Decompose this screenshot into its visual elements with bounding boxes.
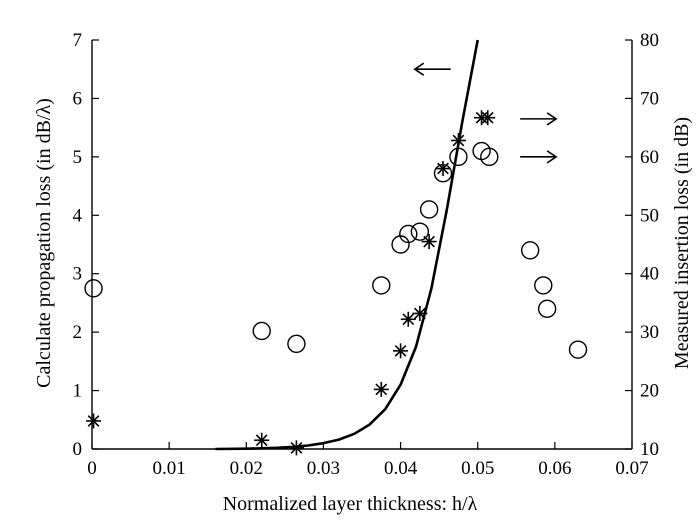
asterisk-marker <box>393 343 409 359</box>
asterisk-marker <box>480 110 496 126</box>
circle-marker <box>520 241 540 260</box>
circle-marker <box>433 164 453 183</box>
y-left-tick-label: 7 <box>73 30 83 51</box>
axis-ticks <box>91 39 633 450</box>
circle-marker <box>410 222 430 241</box>
asterisk-marker <box>435 161 451 177</box>
x-tick-label: 0.03 <box>307 458 340 479</box>
annotation-arrows <box>413 62 558 164</box>
y-right-tick-label: 20 <box>640 381 659 402</box>
x-tick-label: 0 <box>87 458 97 479</box>
x-axis-label: Normalized layer thickness: h/λ <box>223 493 478 515</box>
asterisk-marker <box>373 381 389 397</box>
y-left-tick-label: 4 <box>73 205 83 226</box>
y-right-tick-label: 80 <box>640 30 659 51</box>
asterisk-marker <box>421 234 437 250</box>
y-left-axis-label: Calculate propagation loss (in dB/λ) <box>33 98 55 388</box>
y-right-tick-label: 50 <box>640 205 659 226</box>
y-left-tick-label: 5 <box>73 147 83 168</box>
y-right-tick-label: 70 <box>640 88 659 109</box>
y-right-tick-label: 10 <box>640 439 659 460</box>
asterisk-marker <box>450 132 466 148</box>
circle-marker <box>480 147 499 167</box>
asterisk-marker <box>86 413 102 429</box>
y-left-tick-label: 6 <box>73 88 83 109</box>
axes <box>91 40 633 450</box>
circle-marker <box>568 340 588 359</box>
circle-marker <box>399 224 418 244</box>
circle-marker <box>287 334 306 354</box>
asterisk-marker <box>412 305 428 321</box>
circle-marker <box>537 299 557 318</box>
x-tick-label: 0.06 <box>538 458 571 479</box>
circle-marker <box>472 141 491 161</box>
circle-marker <box>252 321 271 341</box>
calculated-loss-curve <box>215 39 479 451</box>
y-left-tick-label: 0 <box>73 439 83 460</box>
y-right-axis-label: Measured insertion loss (in dB) <box>671 117 693 369</box>
y-left-tick-label: 2 <box>73 322 83 343</box>
circle-marker <box>534 276 553 295</box>
x-tick-label: 0.01 <box>153 458 186 479</box>
circle-marker <box>449 147 468 167</box>
circle-marker <box>372 276 391 295</box>
asterisk-marker <box>288 440 304 456</box>
y-right-tick-label: 40 <box>640 264 659 285</box>
y-right-tick-label: 30 <box>640 322 659 343</box>
circle-marker <box>419 200 439 219</box>
calculated-curve-layer <box>215 39 479 451</box>
y-left-tick-label: 3 <box>73 264 83 285</box>
x-tick-label: 0.02 <box>230 458 263 479</box>
asterisk-marker <box>400 311 416 327</box>
y-right-tick-label: 60 <box>640 147 659 168</box>
y-left-tick-label: 1 <box>73 381 83 402</box>
tick-labels: 0 0.01 0.02 0.03 0.04 0.05 0.06 0.07 0 1 2 3 4 5 6 7 10 2… <box>73 30 660 479</box>
data-markers <box>84 110 588 456</box>
asterisk-marker <box>254 432 270 448</box>
circle-marker <box>84 279 103 298</box>
arrow-right-right-axis <box>520 112 558 126</box>
x-tick-label: 0.05 <box>461 458 494 479</box>
x-tick-label: 0.07 <box>615 458 648 479</box>
arrow-right-right-axis <box>520 150 558 164</box>
x-tick-label: 0.04 <box>384 458 418 479</box>
arrow-left-left-axis <box>413 62 451 76</box>
